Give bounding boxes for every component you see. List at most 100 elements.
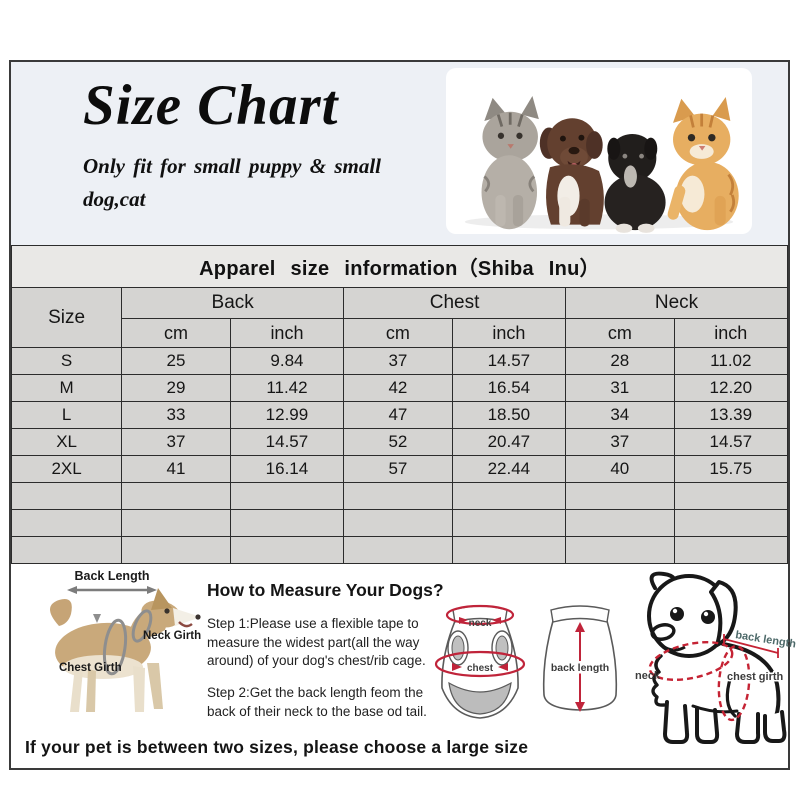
empty-cell	[121, 509, 231, 537]
empty-cell	[565, 536, 675, 564]
column-header-neck: Neck	[565, 287, 788, 319]
brown-puppy-icon	[539, 118, 604, 227]
measurement-cell: 31	[565, 374, 675, 402]
page-subtitle: Only fit for small puppy & small dog,cat	[83, 153, 382, 212]
empty-cell	[121, 482, 231, 510]
column-header-back: Back	[121, 287, 345, 319]
empty-cell	[343, 482, 453, 510]
measurement-cell: 52	[343, 428, 453, 456]
garment-measurement-diagram-icon: neck chest back length	[434, 604, 618, 719]
unit-header-neck-inch: inch	[673, 318, 789, 348]
unit-header-back-inch: inch	[229, 318, 345, 348]
empty-row	[10, 536, 789, 564]
measurement-cell: 37	[121, 428, 231, 456]
column-header-size: Size	[10, 287, 123, 348]
garment-chest-label: chest	[467, 663, 494, 674]
dog-chest-girth-label: Chest Girth	[59, 662, 122, 674]
empty-cell	[673, 509, 789, 537]
measurement-cell: 9.84	[229, 347, 345, 375]
puppy-back-length-label: back length	[735, 629, 797, 650]
size-row: XL 37 14.57 52 20.47 37 14.57	[10, 428, 789, 456]
measurement-cell: 37	[565, 428, 675, 456]
empty-cell	[451, 536, 567, 564]
table-title: Apparel size information（Shiba Inu）	[11, 245, 788, 288]
measurement-cell: 13.39	[673, 401, 789, 429]
measurement-cell: 12.99	[229, 401, 345, 429]
howto-step-2: Step 2:Get the back length feom the back…	[207, 684, 427, 719]
measurement-cell: 37	[343, 347, 453, 375]
empty-row	[10, 509, 789, 537]
size-cell: M	[10, 374, 123, 402]
empty-cell	[10, 482, 123, 510]
empty-cell	[229, 509, 345, 537]
garment-front-icon: neck chest	[434, 604, 526, 719]
dog-back-length-label: Back Length	[74, 569, 149, 583]
unit-header-chest-inch: inch	[451, 318, 567, 348]
unit-header-neck-cm: cm	[565, 318, 675, 348]
empty-cell	[565, 482, 675, 510]
empty-cell	[229, 482, 345, 510]
measurement-cell: 47	[343, 401, 453, 429]
puppy-chest-girth-label: chest girth	[727, 671, 784, 683]
measurement-cell: 14.57	[451, 347, 567, 375]
size-row: S 25 9.84 37 14.57 28 11.02	[10, 347, 789, 375]
measurement-cell: 40	[565, 455, 675, 483]
size-cell: XL	[10, 428, 123, 456]
measurement-cell: 16.54	[451, 374, 567, 402]
measurement-cell: 11.02	[673, 347, 789, 375]
measurement-cell: 22.44	[451, 455, 567, 483]
measurement-cell: 41	[121, 455, 231, 483]
howto-heading: How to Measure Your Dogs?	[207, 580, 444, 600]
dog-neck-girth-label: Neck Girth	[143, 630, 201, 642]
dog-measurement-diagram-icon: Back Length Neck Gi	[50, 569, 201, 712]
size-chart-panel: Size Chart Only fit for small puppy & sm…	[9, 60, 797, 770]
empty-cell	[343, 509, 453, 537]
sizing-note: If your pet is between two sizes, please…	[25, 737, 529, 757]
measurement-cell: 15.75	[673, 455, 789, 483]
unit-header-chest-cm: cm	[343, 318, 453, 348]
pets-photo-panel	[446, 68, 752, 234]
garment-neck-label: neck	[469, 618, 492, 629]
measure-guide-section: Back Length Neck Gi	[11, 564, 797, 768]
header-section: Size Chart Only fit for small puppy & sm…	[11, 62, 788, 245]
puppy-neck-label: neck	[635, 670, 661, 682]
measurement-cell: 28	[565, 347, 675, 375]
gray-kitten-icon	[481, 96, 539, 230]
pets-photo-icon	[464, 96, 739, 233]
measurement-cell: 25	[121, 347, 231, 375]
black-puppy-icon	[604, 133, 666, 233]
garment-back-icon: back length	[542, 605, 618, 712]
measurement-cell: 33	[121, 401, 231, 429]
empty-row	[10, 482, 789, 510]
size-table: Apparel size information（Shiba Inu） Size…	[10, 245, 789, 564]
measurement-cell: 14.57	[229, 428, 345, 456]
empty-cell	[121, 536, 231, 564]
header-titles: Size Chart Only fit for small puppy & sm…	[83, 76, 435, 217]
empty-cell	[10, 509, 123, 537]
size-table-data: S 25 9.84 37 14.57 28 11.02 M 29 11.42 42 16.54 31 12…	[10, 347, 789, 564]
empty-cell	[673, 536, 789, 564]
measurement-cell: 14.57	[673, 428, 789, 456]
howto-text-block: How to Measure Your Dogs? Step 1:Please …	[207, 580, 445, 734]
page-title: Size Chart	[83, 74, 339, 137]
measurement-cell: 34	[565, 401, 675, 429]
empty-cell	[565, 509, 675, 537]
howto-step-1: Step 1:Please use a flexible tape to mea…	[207, 616, 426, 669]
measurement-cell: 29	[121, 374, 231, 402]
empty-cell	[673, 482, 789, 510]
empty-cell	[343, 536, 453, 564]
size-row: M 29 11.42 42 16.54 31 12.20	[10, 374, 789, 402]
measurement-cell: 18.50	[451, 401, 567, 429]
size-cell: S	[10, 347, 123, 375]
orange-kitten-icon	[667, 96, 739, 231]
size-row: 2XL 41 16.14 57 22.44 40 15.75	[10, 455, 789, 483]
unit-header-back-cm: cm	[121, 318, 231, 348]
size-cell: 2XL	[10, 455, 123, 483]
size-row: L 33 12.99 47 18.50 34 13.39	[10, 401, 789, 429]
measurement-cell: 16.14	[229, 455, 345, 483]
measurement-cell: 42	[343, 374, 453, 402]
empty-cell	[10, 536, 123, 564]
column-header-chest: Chest	[343, 287, 566, 319]
empty-cell	[451, 482, 567, 510]
garment-back-length-label: back length	[551, 662, 609, 674]
